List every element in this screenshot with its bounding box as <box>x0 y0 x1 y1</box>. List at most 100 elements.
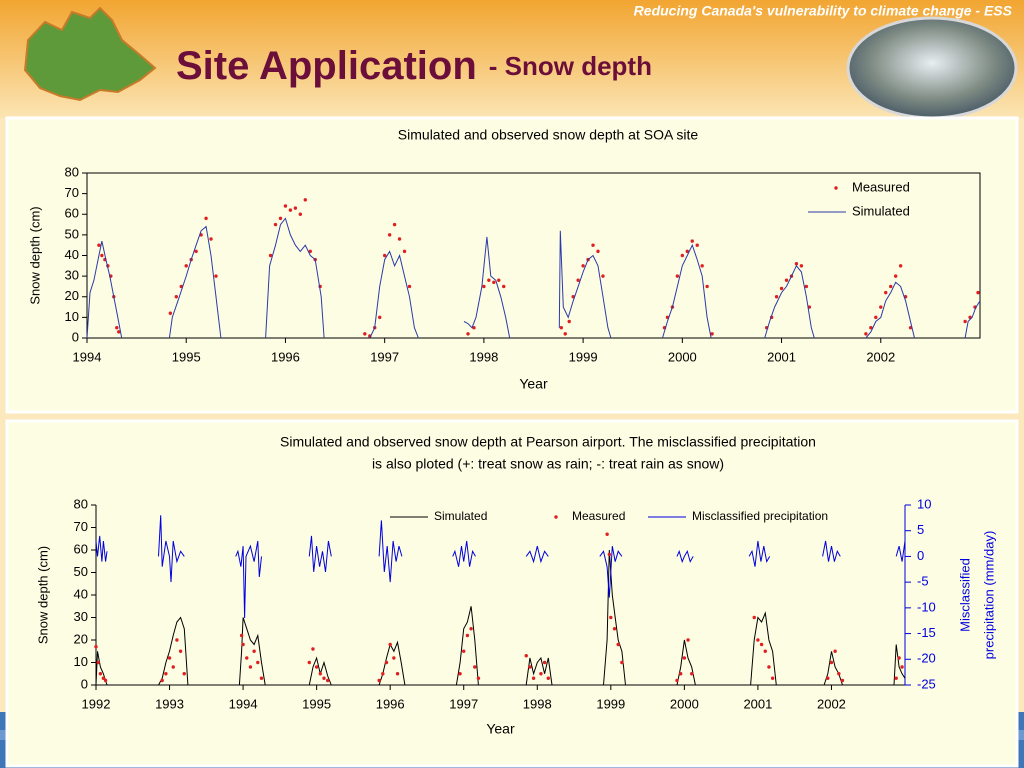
data-point <box>458 672 462 676</box>
data-point <box>710 332 714 336</box>
data-point <box>884 290 888 295</box>
x-tick-label: 1992 <box>82 696 111 711</box>
x-tick-label: 2001 <box>767 349 796 364</box>
data-point <box>539 672 543 676</box>
y-axis-label: Snow depth (cm) <box>35 546 50 644</box>
data-point <box>784 278 789 282</box>
data-point <box>115 325 119 330</box>
data-point <box>542 660 547 665</box>
data-point <box>214 274 218 278</box>
data-point <box>889 284 893 289</box>
data-point <box>103 678 108 683</box>
data-point <box>462 649 466 653</box>
chart-title: Simulated and observed snow depth at SOA… <box>398 127 699 143</box>
data-point <box>96 660 100 665</box>
data-point <box>770 676 775 680</box>
x-axis-label: Year <box>486 721 515 737</box>
data-point <box>178 649 183 653</box>
data-point <box>473 665 477 669</box>
data-point <box>182 672 186 676</box>
data-point <box>607 552 612 557</box>
data-point <box>963 319 967 324</box>
data-point <box>897 656 901 660</box>
x-tick-label: 1996 <box>271 349 300 364</box>
x-tick-label: 1998 <box>469 349 498 364</box>
chart-title: Simulated and observed snow depth at Pea… <box>280 434 816 450</box>
data-point <box>252 649 256 653</box>
data-point <box>256 660 260 665</box>
data-point <box>759 642 764 647</box>
y-tick-label: 60 <box>74 541 88 556</box>
y2-tick-label: -20 <box>917 651 936 666</box>
y2-axis-label: Misclassified <box>957 558 972 632</box>
data-point <box>799 264 804 268</box>
canada-map <box>23 6 157 102</box>
y2-tick-label: -10 <box>917 599 936 614</box>
y-tick-label: 80 <box>65 164 79 179</box>
title-main: Site Application <box>176 44 477 88</box>
y-tick-label: 0 <box>72 329 79 344</box>
data-point <box>528 665 532 669</box>
data-point <box>314 665 319 669</box>
data-point <box>840 678 845 683</box>
data-point <box>117 330 121 334</box>
y-tick-label: 70 <box>65 185 79 200</box>
data-point <box>283 204 288 208</box>
data-point <box>531 676 536 680</box>
data-point <box>476 676 481 680</box>
data-point <box>311 647 315 651</box>
x-tick-label: 1994 <box>229 696 258 711</box>
data-point <box>492 280 496 285</box>
series-line <box>95 549 906 686</box>
data-point <box>976 290 980 295</box>
data-point <box>298 212 303 216</box>
data-point <box>384 660 389 665</box>
y2-tick-label: -25 <box>917 676 936 691</box>
y2-axis-label: precipitation (mm/day) <box>981 531 996 660</box>
data-point <box>581 264 585 268</box>
slide-title: Site Application - Snow depth <box>176 44 652 88</box>
data-point <box>318 672 323 676</box>
data-point <box>395 672 400 676</box>
data-point <box>378 315 382 320</box>
data-point <box>273 222 278 227</box>
data-point <box>397 237 402 241</box>
data-point <box>596 249 600 254</box>
y2-tick-label: 5 <box>917 522 924 537</box>
data-point <box>184 264 188 268</box>
glacier-image <box>846 16 1018 120</box>
data-point <box>465 633 470 638</box>
y-tick-label: 10 <box>74 654 88 669</box>
x-tick-label: 1997 <box>449 696 478 711</box>
data-point <box>171 665 175 669</box>
data-point <box>756 638 760 642</box>
data-point <box>546 676 551 680</box>
data-point <box>101 676 106 680</box>
data-point <box>303 198 307 202</box>
data-point <box>392 222 397 227</box>
y-tick-label: 50 <box>74 564 88 579</box>
data-point <box>779 286 784 291</box>
chart-panel <box>5 116 1019 414</box>
data-point <box>894 676 898 680</box>
x-tick-label: 1997 <box>370 349 399 364</box>
data-point <box>382 253 387 258</box>
data-point <box>605 532 609 536</box>
x-tick-label: 1995 <box>172 349 201 364</box>
data-point <box>612 627 617 631</box>
y2-tick-label: -15 <box>917 625 936 640</box>
x-tick-label: 1993 <box>155 696 184 711</box>
y-tick-label: 40 <box>74 586 88 601</box>
chart-title: is also ploted (+: treat snow as rain; -… <box>372 456 724 472</box>
data-point <box>837 672 841 676</box>
data-point <box>259 676 264 680</box>
y2-tick-label: 10 <box>917 496 931 511</box>
data-point <box>248 665 253 669</box>
legend-marker <box>554 515 558 519</box>
legend-label: Misclassified precipitation <box>692 509 828 523</box>
data-point <box>325 678 330 683</box>
y-tick-label: 20 <box>65 288 79 303</box>
data-point <box>168 311 173 315</box>
legend-label: Measured <box>852 179 910 194</box>
